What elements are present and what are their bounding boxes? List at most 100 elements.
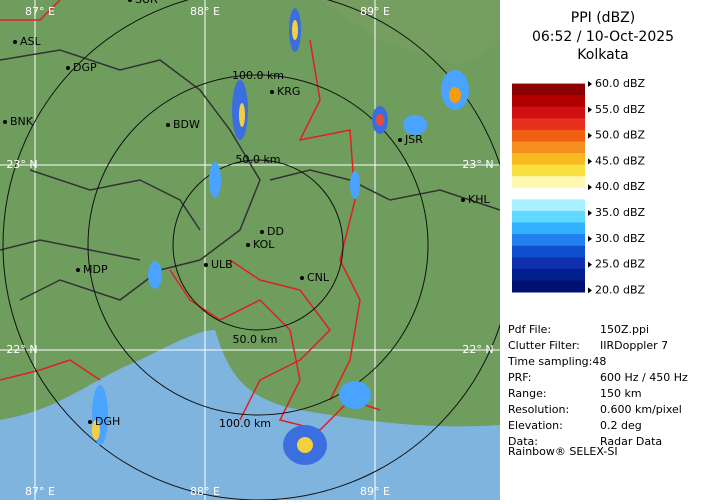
scale-arrow (588, 235, 592, 242)
grid-label: 22° N (6, 343, 37, 356)
scale-swatch (512, 95, 585, 108)
scale-label: 30.0 dBZ (595, 232, 646, 245)
color-scale: 60.0 dBZ 55.0 dBZ 50.0 dBZ 45.0 dBZ 40.0 dBZ… (512, 72, 646, 296)
place-marker (260, 230, 264, 234)
range-label: 50.0 km (235, 153, 280, 166)
scale-swatch (512, 118, 585, 131)
scale-label: 55.0 dBZ (595, 103, 646, 116)
place-marker (300, 276, 304, 280)
echoes (92, 8, 469, 465)
info-value: 600 Hz / 450 Hz (600, 371, 688, 384)
place-marker (3, 120, 7, 124)
scale-arrow (588, 287, 592, 294)
place-marker (128, 0, 132, 2)
place-label: DD (267, 225, 284, 238)
scale-swatch (512, 153, 585, 166)
scale-arrow (588, 158, 592, 165)
scale-arrow (588, 81, 592, 87)
scale-label: 50.0 dBZ (595, 129, 646, 142)
place-label: DGH (95, 415, 120, 428)
place-label: MDP (83, 263, 108, 276)
map-labels: 87° E 88° E 89° E 87° E 88° E 89° E 23° N 23° N… (3, 0, 494, 498)
grid-label: 88° E (190, 485, 220, 498)
place-label: SUR (135, 0, 158, 6)
scale-arrow (588, 261, 592, 268)
info-value: 150Z.ppi (600, 323, 649, 336)
scale-swatch (512, 164, 585, 177)
info-value: 0.2 deg (600, 419, 642, 432)
scale-label: 45.0 dBZ (595, 154, 646, 167)
scale-arrow (588, 106, 592, 113)
place-marker (88, 420, 92, 424)
place-marker (166, 123, 170, 127)
info-value: Radar Data (600, 435, 662, 448)
grid-label: 89° E (360, 5, 390, 18)
scale-arrow (588, 184, 592, 191)
state-borders (0, 0, 381, 431)
grid-label: 89° E (360, 485, 390, 498)
legend-time: 06:52 / 10-Oct-2025 (532, 29, 674, 45)
grid-label: 87° E (25, 485, 55, 498)
info-value: 150 km (600, 387, 642, 400)
scale-arrow (588, 132, 592, 139)
legend-title: PPI (dBZ) (571, 10, 635, 26)
scale-label: 35.0 dBZ (595, 206, 646, 219)
info-key: Range: (508, 387, 547, 400)
grid-label: 23° N (6, 158, 37, 171)
info-table: Pdf File: 150Z.ppi Clutter Filter: IIRDoppl… (507, 323, 688, 448)
scale-label: 20.0 dBZ (595, 283, 646, 296)
scale-swatch (512, 222, 585, 235)
place-label: BDW (173, 118, 200, 131)
scale-swatch (512, 280, 585, 293)
range-label: 50.0 km (232, 333, 277, 346)
scale-swatch (512, 268, 585, 281)
place-label: KOL (253, 238, 275, 251)
grid-label: 87° E (25, 5, 55, 18)
place-marker (76, 268, 80, 272)
scale-swatch (512, 210, 585, 224)
footer: Rainbow® SELEX-SI (508, 445, 618, 458)
info-value: 0.600 km/pixel (600, 403, 682, 416)
place-marker (204, 263, 208, 267)
scale-swatch (512, 129, 585, 142)
place-label: ULB (211, 258, 233, 271)
scale-label: 60.0 dBZ (595, 77, 646, 90)
grid-label: 88° E (190, 5, 220, 18)
info-key: PRF: (508, 371, 531, 384)
scale-swatch (512, 234, 585, 247)
scale-swatch (512, 72, 585, 85)
scale-swatch (512, 257, 585, 270)
grid-label: 22° N (462, 343, 493, 356)
scale-swatch (512, 187, 585, 200)
scale-swatch (512, 245, 585, 258)
info-key: Resolution: (508, 403, 569, 416)
scale-label: 25.0 dBZ (595, 258, 646, 271)
info-key: Time sampling:48 (507, 355, 606, 368)
place-label: BNK (10, 115, 34, 128)
scale-label: 40.0 dBZ (595, 180, 646, 193)
place-label: ASL (20, 35, 42, 48)
place-marker (270, 90, 274, 94)
district-borders (0, 49, 501, 301)
info-key: Clutter Filter: (508, 339, 580, 352)
range-label: 100.0 km (219, 417, 271, 430)
place-marker (13, 40, 17, 44)
scale-swatch (512, 176, 585, 189)
side-panel: PPI (dBZ) 06:52 / 10-Oct-2025 Kolkata 60… (500, 0, 706, 500)
info-key: Pdf File: (508, 323, 551, 336)
place-marker (461, 198, 465, 202)
place-label: CNL (307, 271, 330, 284)
scale-swatch (512, 83, 585, 96)
grid-label: 23° N (462, 158, 493, 171)
place-label: KRG (277, 85, 300, 98)
place-label: JSR (404, 133, 423, 146)
range-label: 100.0 km (232, 69, 284, 82)
info-key: Data: (508, 435, 538, 448)
legend-station: Kolkata (577, 47, 628, 63)
place-marker (66, 66, 70, 70)
map: 87° E 88° E 89° E 87° E 88° E 89° E 23° N 23° N… (0, 0, 514, 501)
scale-arrow (588, 210, 592, 216)
place-label: KHL (468, 193, 490, 206)
info-value: IIRDoppler 7 (600, 339, 668, 352)
